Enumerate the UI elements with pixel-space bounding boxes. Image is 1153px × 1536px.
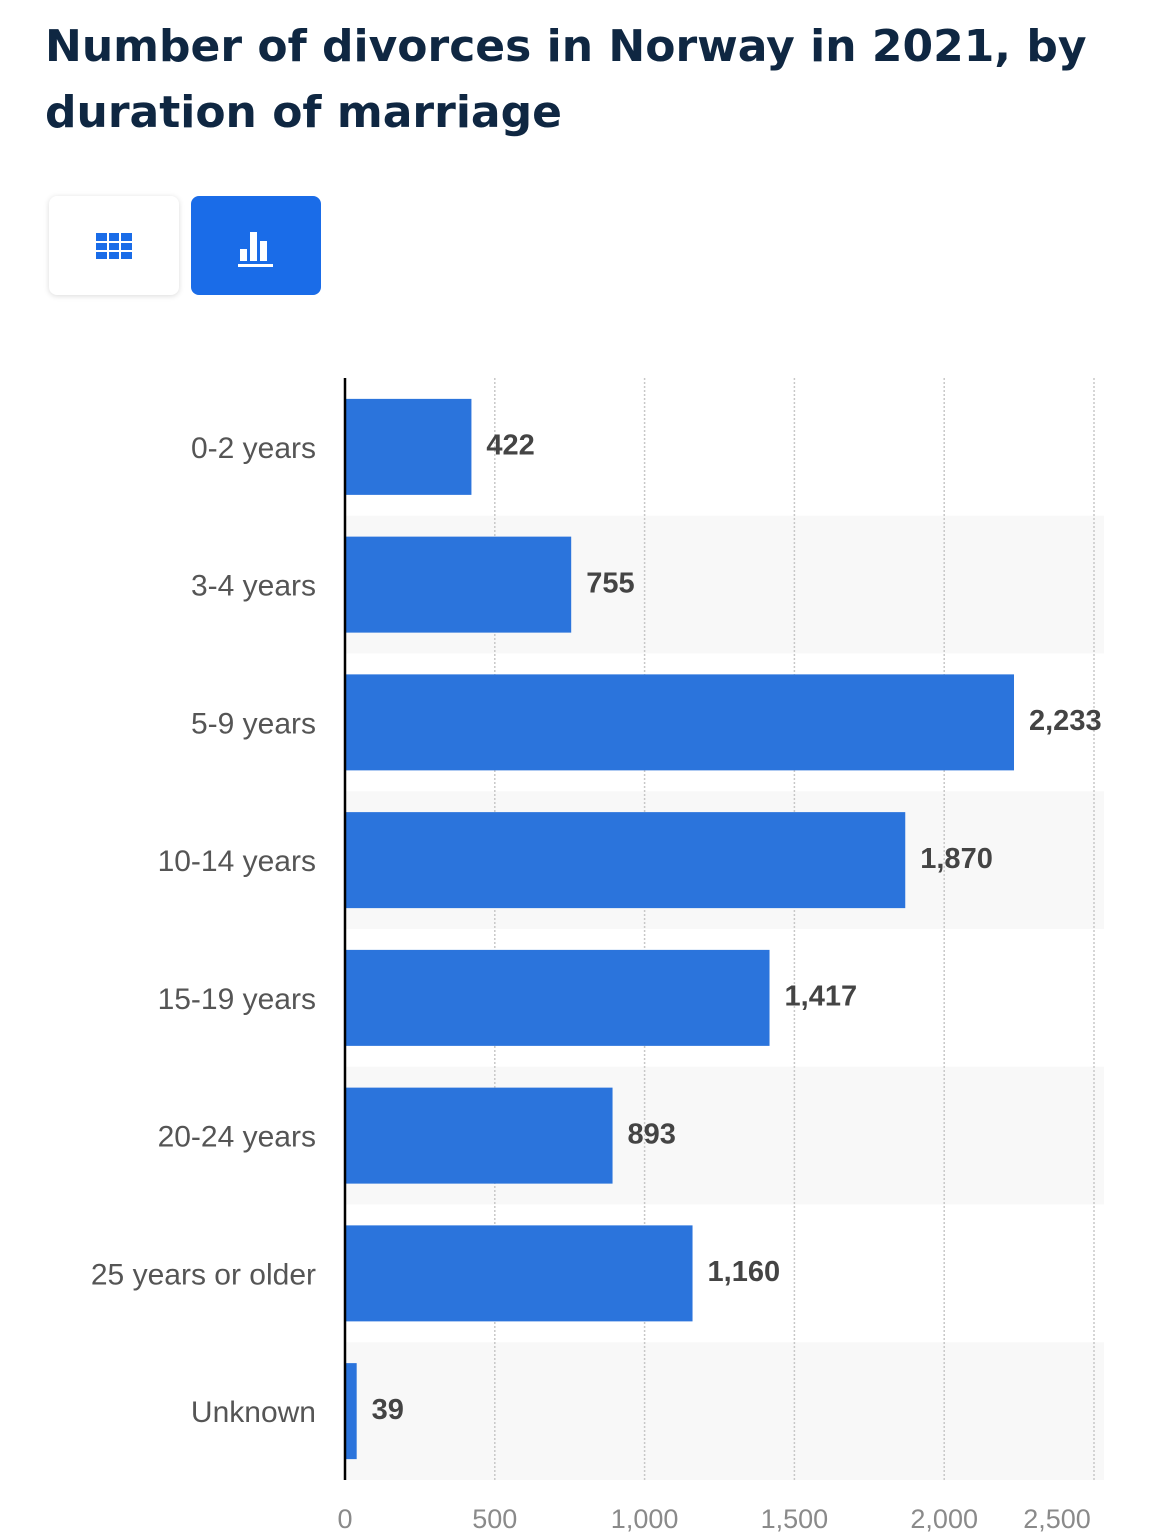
chart-icon [238,232,273,267]
x-tick-label: 2,500 [1023,1504,1091,1534]
value-label: 755 [586,567,634,599]
value-label: 39 [372,1394,404,1426]
value-label: 2,233 [1029,705,1102,737]
y-tick-label: 25 years or older [91,1258,316,1291]
y-tick-label: 10-14 years [158,845,316,878]
value-label: 893 [628,1118,676,1150]
table-icon [96,233,132,259]
bar [345,1363,357,1460]
bar [345,812,906,909]
x-tick-label: 2,000 [910,1504,978,1534]
chart-title: Number of divorces in Norway in 2021, by… [45,21,1087,138]
bar [345,536,572,633]
value-label: 422 [486,430,534,462]
bar [345,1225,693,1322]
y-tick-label: 5-9 years [191,707,316,740]
table-view-button[interactable] [49,196,179,295]
row-stripe [345,1342,1104,1480]
value-label: 1,160 [708,1256,781,1288]
y-tick-label: 15-19 years [158,983,316,1016]
x-tick-label: 1,000 [611,1504,679,1534]
y-tick-label: 20-24 years [158,1121,316,1154]
value-label: 1,417 [785,981,858,1013]
value-label: 1,870 [920,843,993,875]
x-tick-label: 500 [472,1504,517,1534]
x-tick-label: 0 [337,1504,352,1534]
bar [345,1087,613,1184]
bar [345,398,472,495]
y-tick-label: 3-4 years [191,570,316,603]
x-tick-label: 1,500 [761,1504,829,1534]
y-tick-label: Unknown [191,1396,316,1429]
bar [345,949,770,1046]
bar [345,674,1015,771]
chart-view-button[interactable] [191,196,321,295]
y-tick-label: 0-2 years [191,432,316,465]
